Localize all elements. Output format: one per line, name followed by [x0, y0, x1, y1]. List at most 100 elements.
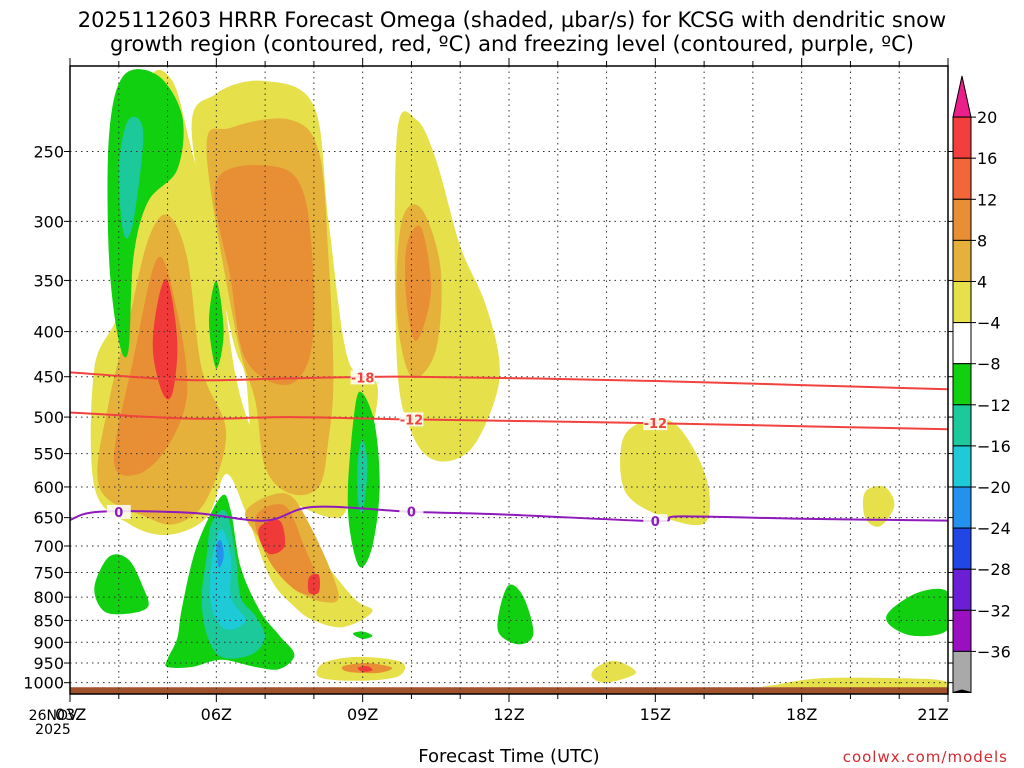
y-tick-label: 350: [33, 271, 64, 290]
freezing-level-contour-label: 0: [407, 506, 416, 521]
x-tick-label: 12Z: [493, 705, 524, 724]
chart-title-line-1: 2025112603 HRRR Forecast Omega (shaded, …: [77, 8, 947, 32]
ground-layer: [70, 687, 948, 694]
contour-lines: -18 -12 -12 0 0 0: [70, 370, 948, 530]
colorbar-label: −20: [977, 478, 1011, 497]
omega-region: [94, 554, 149, 615]
freezing-level-contour-label-bg: [399, 504, 424, 519]
colorbar-label: −4: [977, 314, 1001, 333]
omega-region: [352, 631, 373, 639]
dgz-contour: [70, 371, 948, 391]
colorbar-label: −8: [977, 355, 1001, 374]
colorbar-segment: [952, 568, 972, 611]
omega-region: [591, 660, 636, 683]
y-tick-label: 450: [33, 368, 64, 387]
y-tick-label: 700: [33, 537, 64, 556]
dgz-contour-label: -12: [644, 417, 668, 432]
colorbar-label: −32: [977, 601, 1011, 620]
chart-title-line-2: growth region (contoured, red, ºC) and f…: [110, 32, 914, 56]
dgz-contour-label: -18: [351, 371, 375, 386]
y-tick-label: 500: [33, 408, 64, 427]
y-tick-label: 800: [33, 588, 64, 607]
dgz-contour-label-bg: [399, 412, 424, 427]
ground-surface: [70, 687, 948, 694]
colorbar-segment: [952, 157, 972, 200]
omega-region: [118, 116, 144, 239]
x-tick-label: 18Z: [786, 705, 817, 724]
x-tick-label: 15Z: [640, 705, 671, 724]
x-tick-label: 09Z: [347, 705, 378, 724]
freezing-level-contour-label: 0: [651, 515, 660, 530]
omega-region: [152, 278, 178, 400]
colorbar-label: −16: [977, 437, 1011, 456]
y-axis: 250 300 350 400 450 500 550 600 650 700 750 800 850 9…: [23, 142, 954, 693]
dgz-contour-label: -12: [400, 413, 424, 428]
colorbar-segment: [952, 609, 972, 652]
x-date-label-day: 26NOV: [29, 708, 78, 724]
freezing-level-contour: [70, 505, 948, 523]
x-axis: 03Z 06Z 09Z 12Z 15Z 18Z 21Z: [55, 58, 949, 724]
colorbar-segment: [952, 116, 972, 159]
colorbar-segment: [952, 239, 972, 282]
freezing-level-contour-label-bg: [106, 504, 131, 519]
colorbar-label: −36: [977, 642, 1011, 661]
omega-region: [357, 439, 368, 514]
omega-region: [497, 584, 534, 645]
colorbar-label: −12: [977, 396, 1011, 415]
y-tick-label: 900: [33, 633, 64, 652]
omega-region: [357, 666, 373, 672]
x-tick-label: 21Z: [917, 705, 948, 724]
y-tick-label: 300: [33, 212, 64, 231]
grid-lines: [70, 66, 948, 694]
y-tick-label: 400: [33, 323, 64, 342]
colorbar-segment: [952, 404, 972, 447]
omega-region: [862, 486, 895, 527]
x-axis-title: Forecast Time (UTC): [418, 746, 599, 767]
x-tick-label: 06Z: [201, 705, 232, 724]
omega-region: [209, 280, 224, 369]
y-tick-label: 750: [33, 563, 64, 582]
omega-shading: [90, 69, 948, 688]
colorbar-segment: [952, 363, 972, 406]
x-date-label-year: 2025: [35, 722, 71, 738]
omega-region: [886, 588, 948, 637]
chart-title: 2025112603 HRRR Forecast Omega (shaded, …: [0, 8, 1024, 56]
colorbar-label: −28: [977, 560, 1011, 579]
omega-region: [216, 539, 224, 568]
colorbar-segment: [952, 281, 972, 324]
freezing-level-contour-label-bg: [643, 514, 668, 529]
credit-text: coolwx.com/models: [842, 748, 1008, 766]
colorbar-segment: [952, 527, 972, 570]
dgz-contour-label-bg: [350, 370, 375, 385]
y-tick-label: 850: [33, 611, 64, 630]
dgz-contour-label-bg: [643, 416, 668, 431]
colorbar: 20 16 12 8 4 −4 −8 −12 −16 −20 −24 −28 −32 −36: [952, 75, 1011, 694]
colorbar-label: 12: [977, 190, 997, 209]
y-tick-label: 250: [33, 142, 64, 161]
y-tick-label: 1000: [23, 674, 64, 693]
omega-region: [620, 419, 711, 526]
y-tick-label: 950: [33, 654, 64, 673]
colorbar-label: 16: [977, 149, 997, 168]
colorbar-segment: [952, 445, 972, 488]
colorbar-label: 20: [977, 108, 997, 127]
x-tick-label: 03Z: [55, 705, 86, 724]
colorbar-segment: [952, 322, 972, 365]
colorbar-label: 4: [977, 273, 987, 292]
colorbar-segment: [952, 689, 972, 693]
colorbar-segment: [952, 486, 972, 529]
y-tick-label: 550: [33, 445, 64, 464]
freezing-level-contour-label: 0: [114, 506, 123, 521]
omega-region: [214, 165, 315, 386]
colorbar-label: 8: [977, 231, 987, 250]
colorbar-segment: [952, 75, 972, 118]
dgz-contour: [70, 411, 948, 431]
omega-region: [762, 677, 948, 688]
colorbar-segment: [952, 198, 972, 241]
colorbar-segment: [952, 650, 972, 694]
y-tick-label: 600: [33, 478, 64, 497]
y-tick-label: 650: [33, 509, 64, 528]
colorbar-label: −24: [977, 519, 1011, 538]
